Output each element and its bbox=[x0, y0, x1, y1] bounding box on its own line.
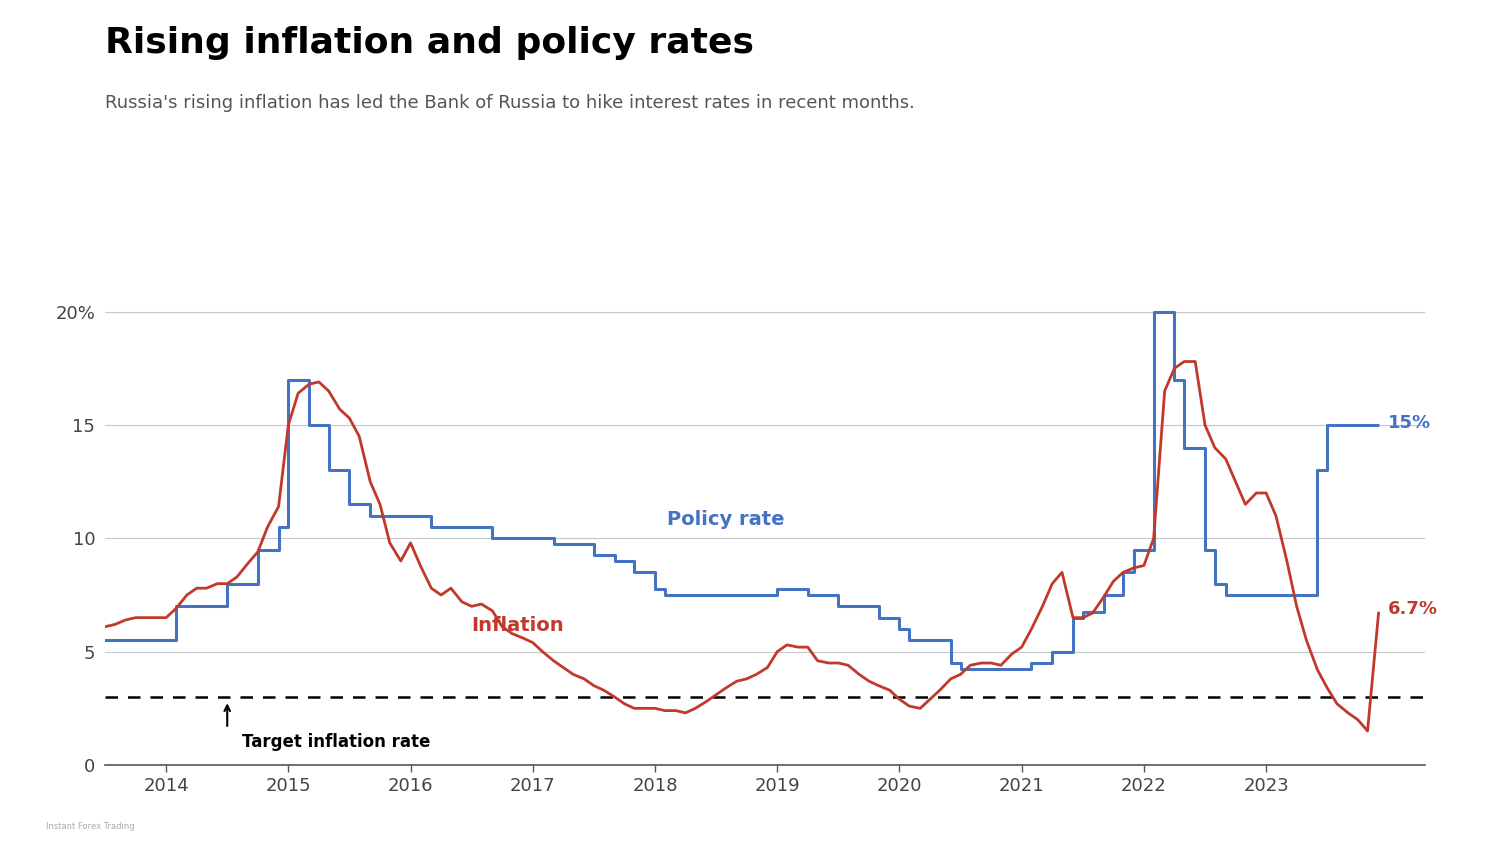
Text: Instant Forex Trading: Instant Forex Trading bbox=[45, 822, 135, 831]
Text: Rising inflation and policy rates: Rising inflation and policy rates bbox=[105, 26, 754, 60]
Text: Inflation: Inflation bbox=[471, 616, 564, 635]
Text: 6.7%: 6.7% bbox=[1389, 599, 1438, 618]
Text: instaforex: instaforex bbox=[54, 796, 126, 809]
Text: Target inflation rate: Target inflation rate bbox=[242, 734, 430, 751]
Text: Policy rate: Policy rate bbox=[668, 510, 784, 529]
Text: 15%: 15% bbox=[1389, 414, 1431, 432]
Text: Russia's rising inflation has led the Bank of Russia to hike interest rates in r: Russia's rising inflation has led the Ba… bbox=[105, 94, 915, 111]
